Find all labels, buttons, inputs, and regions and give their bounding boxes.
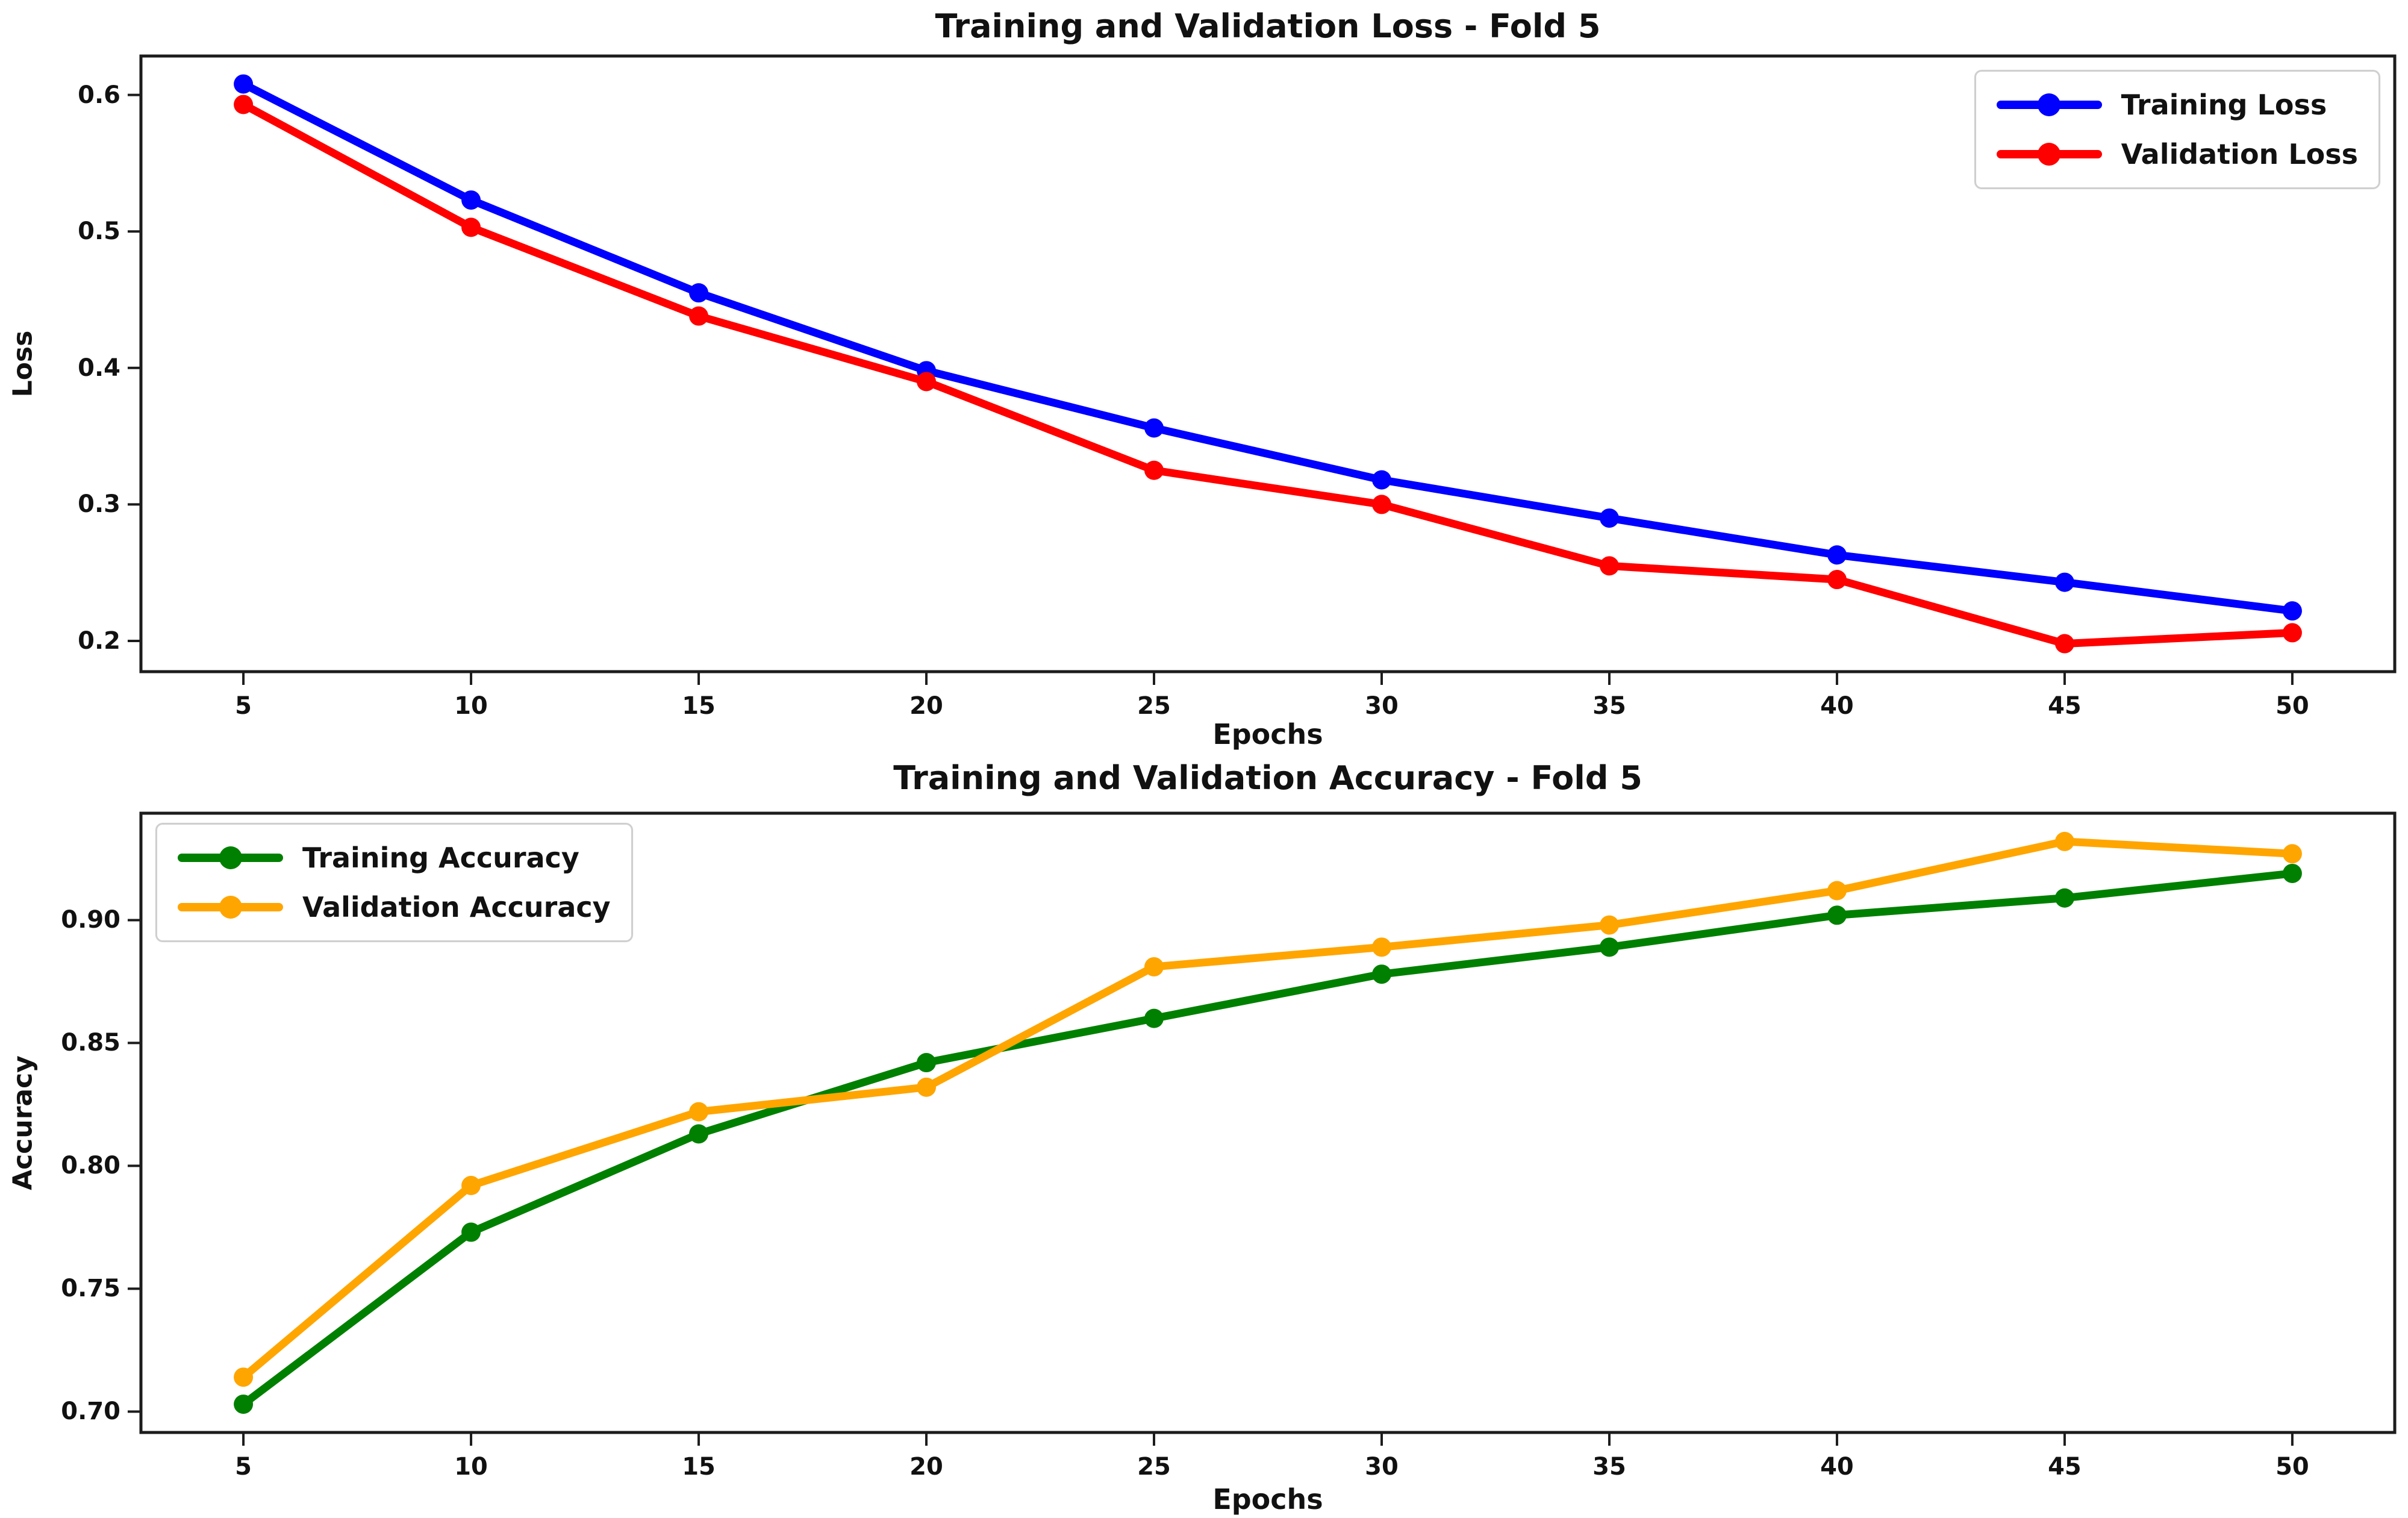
accuracy-x-axis-label: Epochs xyxy=(1212,1483,1323,1516)
training-loss-legend-label: Training Loss xyxy=(2121,89,2327,121)
training-accuracy-point xyxy=(917,1053,937,1073)
loss-legend: Training Loss Validation Loss xyxy=(1974,70,2380,189)
validation-loss-line xyxy=(239,100,2297,648)
validation-loss-legend-marker-icon xyxy=(1996,150,2102,158)
legend-item-validation-loss: Validation Loss xyxy=(1996,138,2358,170)
validation-accuracy-point xyxy=(1827,881,1847,901)
validation-loss-point xyxy=(1144,460,1164,480)
accuracy-x-tick-label: 30 xyxy=(1365,1453,1399,1481)
validation-loss-point xyxy=(917,372,937,392)
validation-loss-point xyxy=(1371,495,1391,514)
validation-accuracy-point xyxy=(1371,937,1391,957)
legend-item-training-loss: Training Loss xyxy=(1996,89,2358,121)
training-accuracy-point xyxy=(2054,888,2074,908)
training-loss-point xyxy=(234,74,254,94)
loss-y-tick-label: 0.4 xyxy=(78,354,120,382)
loss-x-tick-label: 40 xyxy=(1820,692,1854,720)
training-loss-point xyxy=(689,283,709,303)
accuracy-plot-border xyxy=(139,811,2397,1434)
loss-x-tick-label: 25 xyxy=(1137,692,1171,720)
loss-plot-border xyxy=(139,54,2397,673)
loss-y-tick-label: 0.2 xyxy=(78,627,120,655)
validation-accuracy-point xyxy=(1144,957,1164,976)
loss-x-tick-label: 30 xyxy=(1365,692,1399,720)
accuracy-x-tick-label: 20 xyxy=(909,1453,943,1481)
validation-accuracy-legend-label: Validation Accuracy xyxy=(302,891,611,923)
loss-x-tick-label: 50 xyxy=(2275,692,2309,720)
accuracy-x-tick-label: 40 xyxy=(1820,1453,1854,1481)
validation-loss-point xyxy=(461,217,481,237)
training-accuracy-point xyxy=(2282,863,2302,883)
training-accuracy-legend-label: Training Accuracy xyxy=(302,842,579,874)
loss-x-tick-label: 5 xyxy=(235,692,252,720)
loss-x-axis-label: Epochs xyxy=(1212,718,1323,751)
training-accuracy-legend-marker-icon xyxy=(178,854,283,862)
validation-accuracy-point xyxy=(461,1176,481,1196)
validation-loss-point xyxy=(1827,570,1847,590)
loss-y-tick-label: 0.3 xyxy=(78,490,120,519)
training-accuracy-point xyxy=(689,1124,709,1144)
training-loss-point xyxy=(461,190,481,210)
validation-accuracy-point xyxy=(2282,844,2302,864)
training-loss-point xyxy=(1371,470,1391,490)
validation-loss-point xyxy=(234,95,254,114)
validation-loss-point xyxy=(2054,634,2074,654)
loss-x-tick-label: 10 xyxy=(454,692,488,720)
training-accuracy-point xyxy=(1827,905,1847,925)
accuracy-x-tick-label: 50 xyxy=(2275,1453,2309,1481)
validation-loss-point xyxy=(689,306,709,326)
accuracy-chart-title: Training and Validation Accuracy - Fold … xyxy=(893,759,1642,797)
loss-chart xyxy=(128,54,2397,685)
accuracy-y-tick-label: 0.85 xyxy=(61,1029,120,1057)
validation-accuracy-line xyxy=(239,837,2297,1381)
validation-accuracy-point xyxy=(2054,831,2074,851)
training-loss-point xyxy=(1827,545,1847,565)
training-loss-legend-marker-icon xyxy=(1996,101,2102,109)
validation-accuracy-legend-marker-icon xyxy=(178,903,283,911)
training-accuracy-point xyxy=(234,1395,254,1414)
validation-accuracy-point xyxy=(1599,915,1619,935)
validation-accuracy-point xyxy=(917,1077,937,1097)
accuracy-x-tick-label: 10 xyxy=(454,1453,488,1481)
loss-x-tick-label: 15 xyxy=(682,692,716,720)
accuracy-y-tick-label: 0.90 xyxy=(61,906,120,934)
training-accuracy-point xyxy=(1144,1008,1164,1028)
validation-accuracy-point xyxy=(234,1367,254,1387)
accuracy-y-tick-label: 0.70 xyxy=(61,1398,120,1426)
loss-x-tick-label: 45 xyxy=(2048,692,2082,720)
legend-item-validation-accuracy: Validation Accuracy xyxy=(178,891,611,923)
training-loss-point xyxy=(1599,508,1619,528)
accuracy-x-tick-label: 25 xyxy=(1137,1453,1171,1481)
validation-accuracy-point xyxy=(689,1102,709,1122)
accuracy-legend: Training Accuracy Validation Accuracy xyxy=(155,823,633,942)
accuracy-y-tick-label: 0.75 xyxy=(61,1275,120,1303)
loss-y-tick-label: 0.5 xyxy=(78,217,120,246)
accuracy-x-tick-label: 45 xyxy=(2048,1453,2082,1481)
validation-loss-legend-label: Validation Loss xyxy=(2121,138,2358,170)
accuracy-y-tick-label: 0.80 xyxy=(61,1152,120,1180)
loss-chart-title: Training and Validation Loss - Fold 5 xyxy=(935,7,1601,45)
training-accuracy-point xyxy=(1599,937,1619,957)
training-loss-point xyxy=(1144,418,1164,438)
training-loss-point xyxy=(2054,572,2074,592)
training-accuracy-point xyxy=(1371,964,1391,984)
loss-y-tick-label: 0.6 xyxy=(78,81,120,109)
loss-x-tick-label: 35 xyxy=(1592,692,1626,720)
training-loss-point xyxy=(2282,601,2302,621)
accuracy-x-tick-label: 35 xyxy=(1592,1453,1626,1481)
training-accuracy-point xyxy=(461,1222,481,1242)
training-accuracy-line xyxy=(239,869,2297,1408)
training-loss-line xyxy=(239,80,2297,615)
accuracy-x-tick-label: 5 xyxy=(235,1453,252,1481)
accuracy-x-tick-label: 15 xyxy=(682,1453,716,1481)
validation-loss-point xyxy=(1599,556,1619,576)
accuracy-chart xyxy=(128,811,2397,1446)
legend-item-training-accuracy: Training Accuracy xyxy=(178,842,611,874)
loss-x-tick-label: 20 xyxy=(909,692,943,720)
validation-loss-point xyxy=(2282,623,2302,643)
